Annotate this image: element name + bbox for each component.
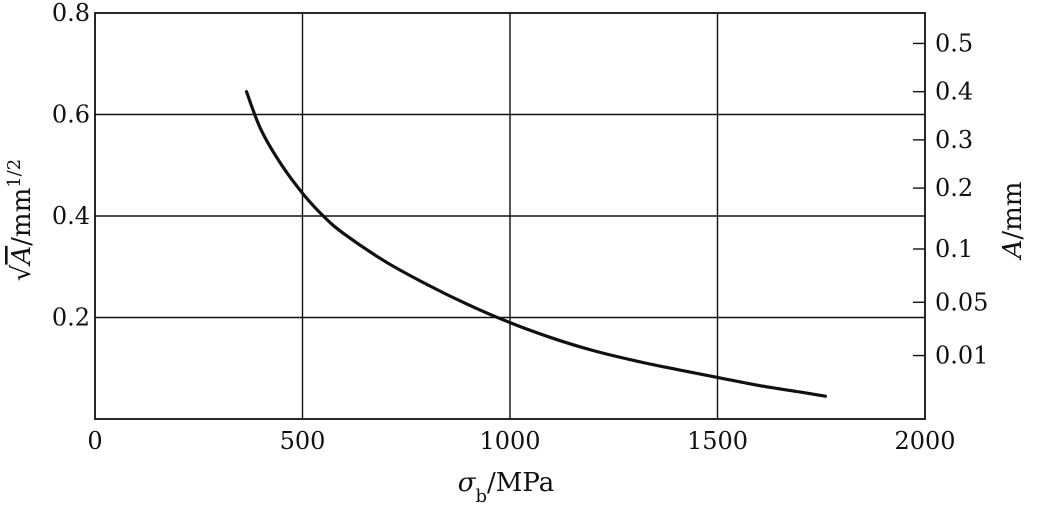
y-tick-label: 0.6 [52, 101, 90, 129]
x-axis-label: σb/MPa [458, 468, 555, 507]
x-tick-label: 0 [87, 427, 102, 455]
x-tick-label: 500 [280, 427, 326, 455]
y2-tick-label: 0.05 [935, 288, 988, 316]
tick-labels: 0 500 1000 1500 2000 0.2 0.4 0.6 0.8 0.5 0.4 0.3 0.2… [52, 0, 989, 455]
x-tick-label: 1500 [687, 427, 748, 455]
grid-lines [95, 13, 925, 419]
y2-tick-label: 0.2 [935, 174, 973, 202]
y-tick-label: 0.2 [52, 304, 90, 332]
plot-frame [94, 12, 926, 420]
x-tick-label: 1000 [479, 427, 540, 455]
x-tick-label: 2000 [894, 427, 955, 455]
series-curve [244, 90, 827, 398]
y-axis-label: √A/mm1/2 [4, 159, 38, 281]
y2-tick-label: 0.3 [935, 126, 973, 154]
series-layer [244, 90, 827, 398]
y-tick-label: 0.4 [52, 202, 90, 230]
y2-tick-label: 0.1 [935, 235, 973, 263]
y-tick-label: 0.8 [52, 0, 90, 27]
y2-tick-label: 0.5 [935, 29, 973, 57]
y2-tick-label: 0.01 [935, 342, 988, 370]
y2-axis-label: A/mm [998, 182, 1028, 261]
y2-tick-label: 0.4 [935, 78, 973, 106]
